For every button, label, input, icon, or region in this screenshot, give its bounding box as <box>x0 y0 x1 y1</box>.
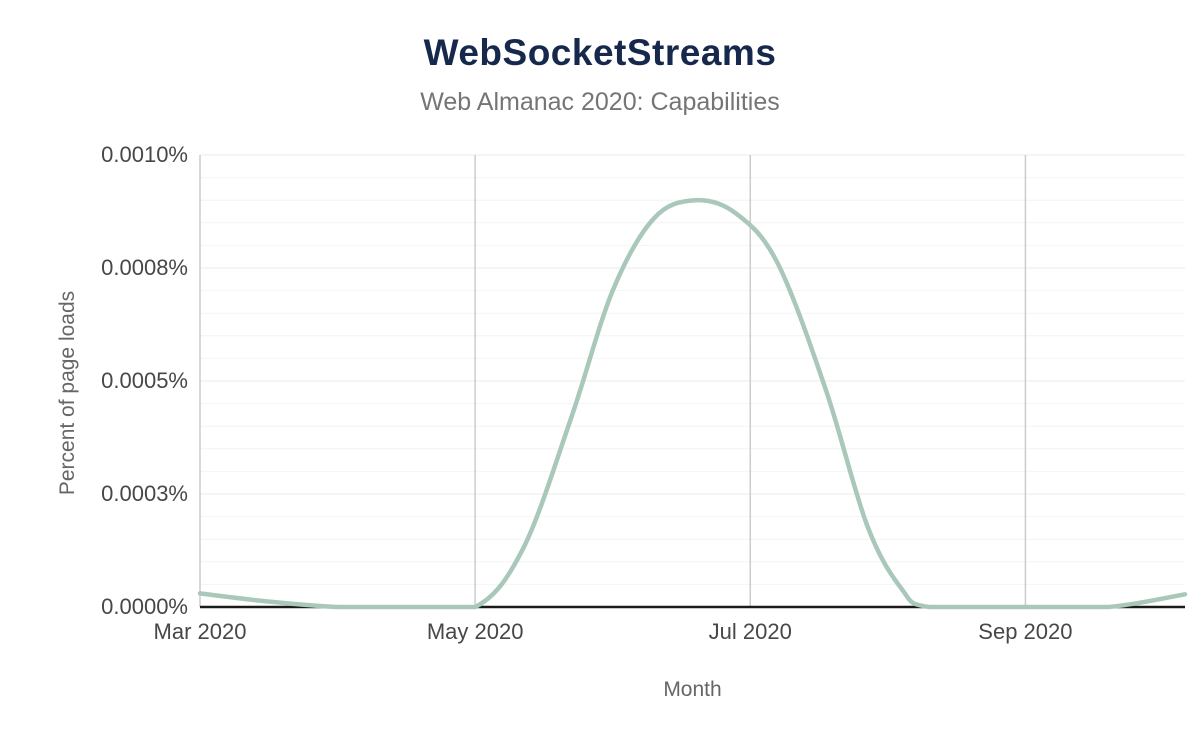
chart-subtitle: Web Almanac 2020: Capabilities <box>420 88 780 116</box>
y-tick-label: 0.0000% <box>101 594 188 619</box>
y-tick-label: 0.0005% <box>101 368 188 393</box>
x-tick-label: Jul 2020 <box>708 619 792 644</box>
x-axis-label: Month <box>663 678 722 701</box>
y-axis-label: Percent of page loads <box>56 290 79 496</box>
y-tick-label: 0.0010% <box>101 142 188 167</box>
chart-title: WebSocketStreams <box>423 32 777 73</box>
series-line <box>197 197 1188 610</box>
x-tick-label: May 2020 <box>426 619 524 644</box>
y-tick-label: 0.0003% <box>101 481 188 506</box>
y-tick-label: 0.0008% <box>101 255 188 280</box>
x-tick-label: Sep 2020 <box>978 619 1073 644</box>
x-tick-label: Mar 2020 <box>153 619 247 644</box>
